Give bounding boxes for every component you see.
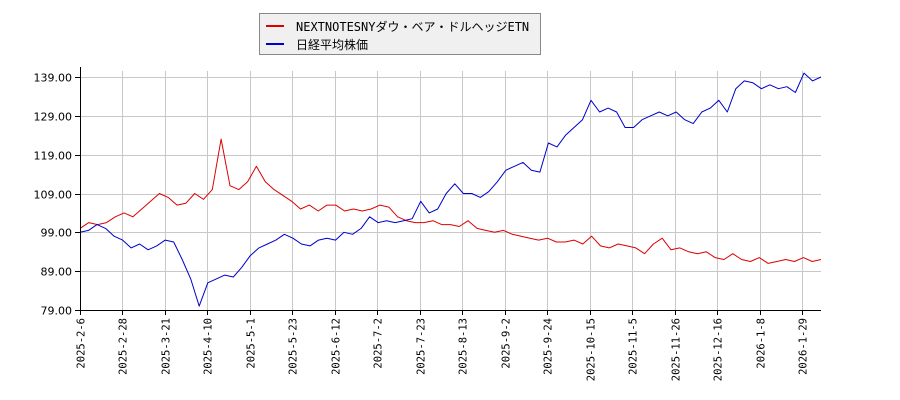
x-tick-label: 2025-12-16 <box>713 318 725 381</box>
y-tick-label: 139.00 <box>34 72 73 85</box>
x-tick-label: 2025-5-23 <box>288 318 300 375</box>
x-tick-label: 2025-11-26 <box>671 318 683 381</box>
grid-lines <box>80 71 821 311</box>
chart-legend: NEXTNOTESNYダウ・ベア・ドルヘッジETN 日経平均株価 <box>259 13 541 55</box>
y-tick-label: 119.00 <box>34 150 73 163</box>
legend-label-nikkei: 日経平均株価 <box>296 37 369 52</box>
legend-swatch-blue <box>266 43 284 45</box>
y-tick-label: 89.00 <box>41 266 73 279</box>
y-tick-label: 79.00 <box>41 305 73 318</box>
x-tick-label: 2025-9-24 <box>543 318 555 375</box>
x-tick-label: 2025-6-12 <box>331 318 343 375</box>
x-tick-label: 2025-4-10 <box>203 318 215 375</box>
y-tick-label: 109.00 <box>34 189 73 202</box>
legend-item-etn: NEXTNOTESNYダウ・ベア・ドルヘッジETN <box>266 17 529 35</box>
y-tick-label: 129.00 <box>34 111 73 124</box>
x-tick-label: 2026-1-29 <box>798 318 810 375</box>
legend-item-nikkei: 日経平均株価 <box>266 35 368 53</box>
axes <box>75 67 821 315</box>
x-tick-label: 2026-1-8 <box>756 318 768 369</box>
x-tick-label: 2025-8-13 <box>458 318 470 375</box>
x-tick-label: 2025-3-21 <box>161 318 173 375</box>
x-tick-label: 2025-7-23 <box>416 318 428 375</box>
x-tick-label: 2025-11-5 <box>628 318 640 375</box>
x-tick-label: 2025-2-6 <box>76 318 88 369</box>
series-line-nikkei <box>79 72 822 307</box>
x-tick-label: 2025-7-2 <box>373 318 385 369</box>
x-axis-ticks: 2025-2-6 2025-2-28 2025-3-21 2025-4-10 2025-… <box>76 318 810 381</box>
x-tick-label: 2025-9-2 <box>501 318 513 369</box>
legend-label-etn: NEXTNOTESNYダウ・ベア・ドルヘッジETN <box>296 19 530 34</box>
legend-swatch-red <box>266 25 284 27</box>
x-tick-label: 2025-10-15 <box>586 318 598 381</box>
x-tick-label: 2025-2-28 <box>118 318 130 375</box>
y-tick-label: 99.00 <box>41 227 73 240</box>
series-line-etn <box>79 138 822 264</box>
series-lines <box>79 72 822 307</box>
y-axis-ticks: 79.00 89.00 99.00 109.00 119.00 129.00 139.00 <box>34 72 73 318</box>
x-tick-label: 2025-5-1 <box>246 318 258 369</box>
